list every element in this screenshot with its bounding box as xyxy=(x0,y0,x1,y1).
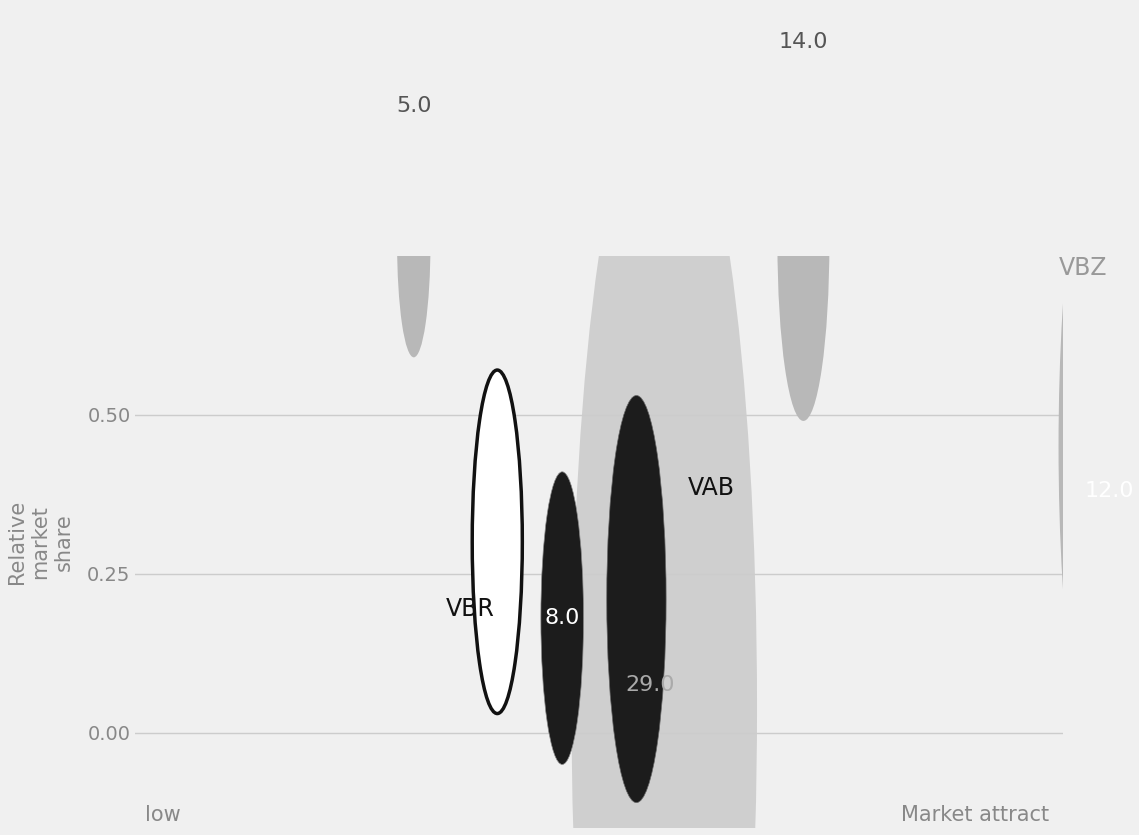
Text: 12.0: 12.0 xyxy=(1084,481,1134,501)
Circle shape xyxy=(473,370,523,714)
Text: VBZ: VBZ xyxy=(1058,256,1107,281)
Text: 14.0: 14.0 xyxy=(779,32,828,52)
Text: 8.0: 8.0 xyxy=(544,608,580,628)
Circle shape xyxy=(778,65,829,421)
Text: Market attract: Market attract xyxy=(901,805,1049,825)
Text: VBR: VBR xyxy=(446,596,495,620)
Circle shape xyxy=(1058,97,1139,797)
Circle shape xyxy=(607,396,666,802)
Y-axis label: Relative
market
share: Relative market share xyxy=(7,499,73,584)
Circle shape xyxy=(398,129,431,357)
Text: VAB: VAB xyxy=(688,477,735,500)
Text: 5.0: 5.0 xyxy=(396,95,432,115)
Text: low: low xyxy=(145,805,180,825)
Text: 29.0: 29.0 xyxy=(625,675,675,695)
Circle shape xyxy=(572,71,757,835)
Circle shape xyxy=(541,472,583,765)
